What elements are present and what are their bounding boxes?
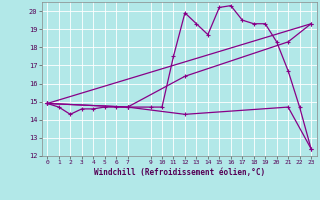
X-axis label: Windchill (Refroidissement éolien,°C): Windchill (Refroidissement éolien,°C)	[94, 168, 265, 177]
